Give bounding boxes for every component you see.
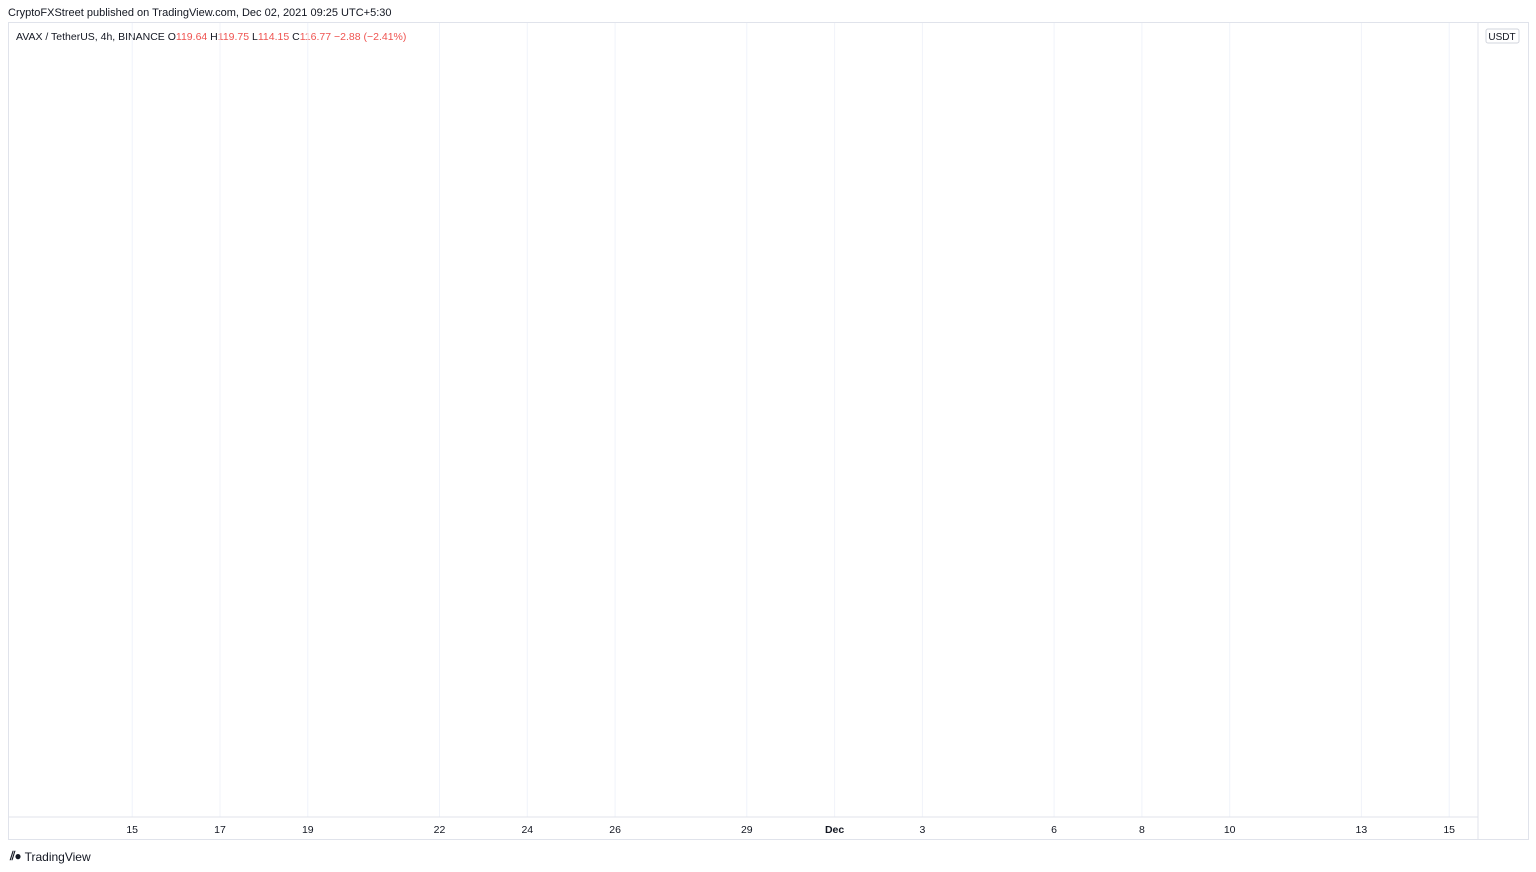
axis-unit-label: USDT [1488, 32, 1515, 43]
x-tick-label: Dec [825, 824, 844, 836]
grid-lines [131, 23, 1450, 817]
symbol-name: AVAX / TetherUS, 4h, BINANCE [16, 31, 165, 43]
chart-frame[interactable] [8, 22, 1529, 840]
axes: 15 17 19 22 24 26 29 Dec 3 6 8 10 13 15 USDT [9, 23, 1520, 840]
high-label: H [210, 31, 218, 43]
x-tick-label: 22 [434, 824, 446, 836]
x-tick-label: 24 [521, 824, 533, 836]
axis-unit-box [1485, 28, 1520, 44]
close-label: C [292, 31, 300, 43]
x-tick-label: 8 [1139, 824, 1145, 836]
change-value: −2.88 (−2.41%) [334, 31, 407, 43]
open-value: 119.64 [175, 31, 208, 43]
x-tick-label: 26 [609, 824, 621, 836]
x-tick-label: 19 [302, 824, 314, 836]
open-label: O [167, 31, 176, 43]
x-tick-label: 29 [741, 824, 753, 836]
footer-brand: TradingView [24, 849, 91, 864]
high-value: 119.75 [217, 31, 250, 43]
tradingview-logo-icon: ⫽● [10, 849, 22, 863]
tradingview-footer[interactable]: ⫽● TradingView [10, 849, 91, 864]
x-tick-label: 15 [1443, 824, 1455, 836]
publisher-line: CryptoFXStreet published on TradingView.… [8, 7, 392, 19]
x-tick-label: 15 [126, 824, 138, 836]
x-tick-label: 3 [919, 824, 925, 836]
low-value: 114.15 [257, 31, 290, 43]
x-tick-label: 13 [1356, 824, 1368, 836]
x-tick-label: 10 [1224, 824, 1236, 836]
x-tick-label: 17 [214, 824, 226, 836]
low-label: L [252, 31, 258, 43]
symbol-legend: AVAX / TetherUS, 4h, BINANCE O119.64 H11… [16, 31, 406, 43]
x-tick-label: 6 [1051, 824, 1057, 836]
